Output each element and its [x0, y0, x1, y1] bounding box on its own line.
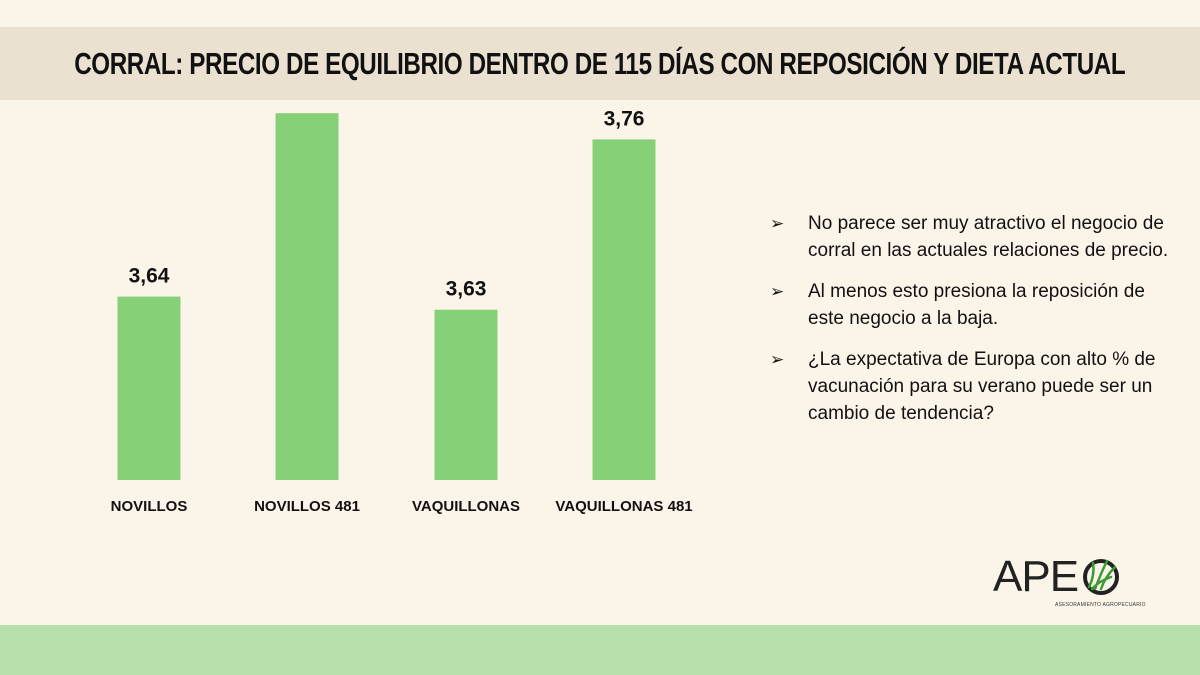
arrow-bullet-icon: ➢	[770, 214, 785, 233]
bar-vaquillonas	[434, 309, 498, 480]
header-band: CORRAL: PRECIO DE EQUILIBRIO DENTRO DE 1…	[0, 27, 1200, 100]
bullet-item: ➢ Al menos esto presiona la reposición d…	[770, 278, 1170, 332]
bullet-text: Al menos esto presiona la reposición de …	[808, 281, 1145, 329]
bar-vaquillonas-481	[592, 139, 656, 480]
page-title: CORRAL: PRECIO DE EQUILIBRIO DENTRO DE 1…	[74, 45, 1126, 81]
value-label: 3,63	[446, 278, 487, 301]
bullet-list: ➢ No parece ser muy atractivo el negocio…	[770, 210, 1170, 441]
arrow-bullet-icon: ➢	[770, 350, 785, 369]
grass-o-logo-icon	[1083, 559, 1119, 595]
bullet-item: ➢ ¿La expectativa de Europa con alto % d…	[770, 346, 1170, 427]
value-label: 3,64	[129, 265, 170, 288]
arrow-bullet-icon: ➢	[770, 282, 785, 301]
category-label: VAQUILLONAS 481	[555, 498, 692, 515]
bar-chart: 3,64NOVILLOS3,78NOVILLOS 4813,63VAQUILLO…	[111, 110, 693, 515]
ape-logo: APE ASESORAMIENTO AGROPECUARIO	[993, 552, 1145, 613]
bullet-text: ¿La expectativa de Europa con alto % de …	[808, 349, 1156, 424]
logo-text: APE	[993, 552, 1079, 601]
bar-novillos-481	[275, 113, 339, 480]
value-label: 3,76	[604, 110, 645, 130]
footer-band	[0, 625, 1200, 675]
category-label: VAQUILLONAS	[412, 498, 520, 515]
bar-novillos	[117, 296, 181, 480]
category-label: NOVILLOS 481	[254, 498, 360, 515]
bullet-text: No parece ser muy atractivo el negocio d…	[808, 213, 1169, 261]
category-label: NOVILLOS	[111, 498, 188, 515]
bullet-item: ➢ No parece ser muy atractivo el negocio…	[770, 210, 1170, 264]
logo-subtitle: ASESORAMIENTO AGROPECUARIO	[1055, 602, 1146, 608]
